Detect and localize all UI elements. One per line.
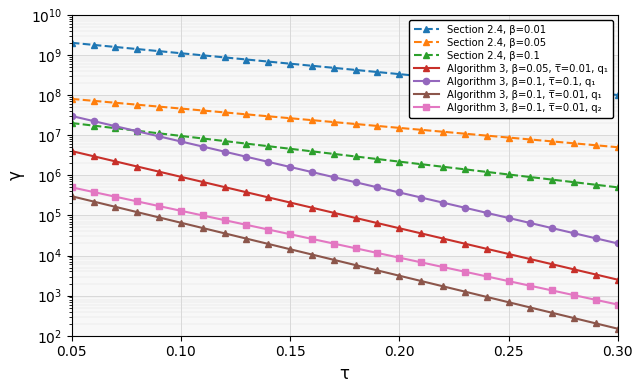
Algorithm 3, β=0.1, τ̅=0.01, q₂ — [68, 185, 76, 190]
Algorithm 3, β=0.05, τ̅=0.01, q₁ — [188, 177, 196, 182]
Algorithm 3, β=0.1, τ̅=0.01, q₂ — [232, 220, 239, 225]
Section 2.4, β=0.01 — [603, 92, 611, 96]
Algorithm 3, β=0.1, τ̅=0.01, q₁ — [243, 236, 250, 241]
Algorithm 3, β=0.1, τ̅=0.1, q₁ — [232, 152, 239, 156]
Algorithm 3, β=0.1, τ̅=0.01, q₁ — [428, 281, 436, 286]
Section 2.4, β=0.01 — [232, 56, 239, 61]
Section 2.4, β=0.1 — [461, 167, 468, 172]
Y-axis label: γ: γ — [7, 170, 25, 180]
Algorithm 3, β=0.1, τ̅=0.01, q₂ — [603, 300, 611, 305]
Section 2.4, β=0.1 — [428, 163, 436, 168]
Algorithm 3, β=0.1, τ̅=0.01, q₁ — [232, 234, 239, 238]
Algorithm 3, β=0.05, τ̅=0.01, q₁ — [603, 275, 611, 280]
Section 2.4, β=0.1 — [603, 184, 611, 188]
Section 2.4, β=0.1 — [68, 121, 76, 126]
Algorithm 3, β=0.1, τ̅=0.01, q₁ — [188, 223, 196, 228]
X-axis label: τ: τ — [340, 365, 349, 383]
Section 2.4, β=0.1 — [614, 185, 621, 190]
Algorithm 3, β=0.05, τ̅=0.01, q₁ — [614, 277, 621, 282]
Algorithm 3, β=0.1, τ̅=0.1, q₁ — [428, 198, 436, 202]
Section 2.4, β=0.01 — [614, 93, 621, 98]
Algorithm 3, β=0.1, τ̅=0.01, q₂ — [188, 211, 196, 215]
Section 2.4, β=0.01 — [428, 75, 436, 80]
Section 2.4, β=0.01 — [461, 78, 468, 83]
Section 2.4, β=0.05 — [188, 107, 196, 112]
Algorithm 3, β=0.05, τ̅=0.01, q₁ — [232, 187, 239, 192]
Section 2.4, β=0.05 — [243, 112, 250, 117]
Algorithm 3, β=0.05, τ̅=0.01, q₁ — [461, 241, 468, 246]
Legend: Section 2.4, β=0.01, Section 2.4, β=0.05, Section 2.4, β=0.1, Algorithm 3, β=0.0: Section 2.4, β=0.01, Section 2.4, β=0.05… — [409, 20, 612, 118]
Algorithm 3, β=0.1, τ̅=0.1, q₁ — [614, 241, 621, 246]
Section 2.4, β=0.05 — [428, 128, 436, 133]
Algorithm 3, β=0.1, τ̅=0.01, q₂ — [614, 302, 621, 307]
Section 2.4, β=0.1 — [232, 140, 239, 145]
Algorithm 3, β=0.1, τ̅=0.1, q₁ — [603, 239, 611, 243]
Section 2.4, β=0.05 — [461, 131, 468, 136]
Section 2.4, β=0.01 — [68, 41, 76, 45]
Algorithm 3, β=0.1, τ̅=0.01, q₁ — [614, 326, 621, 331]
Line: Section 2.4, β=0.1: Section 2.4, β=0.1 — [68, 120, 621, 190]
Algorithm 3, β=0.1, τ̅=0.01, q₁ — [68, 194, 76, 199]
Section 2.4, β=0.1 — [243, 141, 250, 146]
Section 2.4, β=0.05 — [68, 97, 76, 101]
Algorithm 3, β=0.1, τ̅=0.01, q₂ — [243, 223, 250, 227]
Algorithm 3, β=0.1, τ̅=0.01, q₁ — [603, 324, 611, 328]
Algorithm 3, β=0.1, τ̅=0.1, q₁ — [188, 142, 196, 146]
Section 2.4, β=0.05 — [603, 144, 611, 149]
Section 2.4, β=0.05 — [614, 145, 621, 149]
Algorithm 3, β=0.05, τ̅=0.01, q₁ — [428, 234, 436, 238]
Algorithm 3, β=0.1, τ̅=0.1, q₁ — [243, 154, 250, 159]
Algorithm 3, β=0.1, τ̅=0.01, q₁ — [461, 289, 468, 294]
Algorithm 3, β=0.1, τ̅=0.01, q₂ — [428, 262, 436, 267]
Section 2.4, β=0.1 — [188, 135, 196, 140]
Algorithm 3, β=0.1, τ̅=0.1, q₁ — [461, 206, 468, 210]
Section 2.4, β=0.01 — [243, 57, 250, 62]
Line: Algorithm 3, β=0.1, τ̅=0.01, q₁: Algorithm 3, β=0.1, τ̅=0.01, q₁ — [68, 193, 621, 332]
Line: Algorithm 3, β=0.1, τ̅=0.1, q₁: Algorithm 3, β=0.1, τ̅=0.1, q₁ — [68, 113, 621, 246]
Line: Algorithm 3, β=0.1, τ̅=0.01, q₂: Algorithm 3, β=0.1, τ̅=0.01, q₂ — [68, 184, 621, 308]
Section 2.4, β=0.05 — [232, 111, 239, 116]
Line: Section 2.4, β=0.01: Section 2.4, β=0.01 — [68, 40, 621, 98]
Algorithm 3, β=0.05, τ̅=0.01, q₁ — [243, 190, 250, 195]
Algorithm 3, β=0.1, τ̅=0.01, q₂ — [461, 269, 468, 274]
Algorithm 3, β=0.1, τ̅=0.1, q₁ — [68, 113, 76, 118]
Section 2.4, β=0.01 — [188, 52, 196, 57]
Line: Algorithm 3, β=0.05, τ̅=0.01, q₁: Algorithm 3, β=0.05, τ̅=0.01, q₁ — [68, 148, 621, 283]
Line: Section 2.4, β=0.05: Section 2.4, β=0.05 — [68, 96, 621, 150]
Algorithm 3, β=0.05, τ̅=0.01, q₁ — [68, 149, 76, 153]
